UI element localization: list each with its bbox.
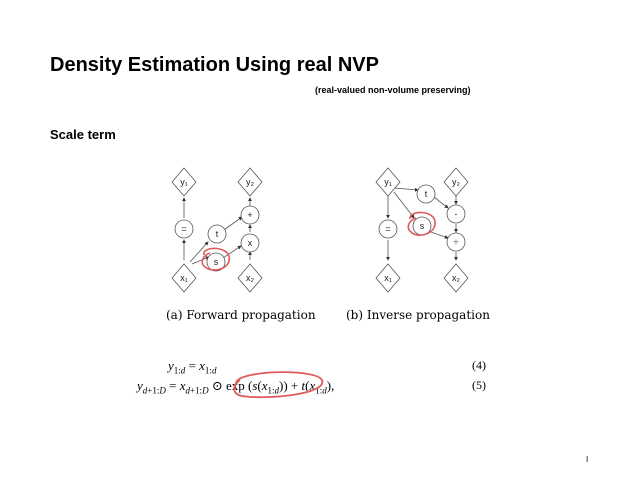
forward-label-s: s [214,257,219,267]
forward-graph [182,197,252,265]
forward-s-highlight [201,247,230,271]
slide-subtitle: (real-valued non-volume preserving) [315,85,471,95]
coupling-diagram: y₁ y₂ + = t x s x₁ x₂ [130,150,510,330]
inverse-label-s: s [420,221,425,231]
inverse-label-div: ÷ [454,237,459,247]
forward-label-plus: + [247,210,252,220]
inverse-node-div [446,232,466,252]
inverse-node-t [416,184,436,204]
inverse-label-x1: x₁ [384,273,392,283]
inverse-node-y2 [443,167,469,197]
equation-5-number: (5) [472,378,486,392]
inverse-node-x2 [443,263,469,293]
inverse-label-minus: - [455,209,458,219]
forward-label-x: x [248,238,253,248]
forward-node-y2 [237,167,263,197]
forward-caption: (a) Forward propagation [166,308,316,322]
inverse-label-y2: y₂ [452,177,461,187]
inverse-nodes [375,167,469,293]
forward-label-x1: x₁ [180,273,188,283]
inverse-label-eq: = [385,224,390,234]
forward-node-eq [174,219,194,239]
inverse-node-y1 [375,167,401,197]
forward-node-plus [240,205,260,225]
inverse-node-eq [378,219,398,239]
forward-node-y1 [171,167,197,197]
inverse-node-x1 [375,263,401,293]
equation-4: y1:d = x1:d [168,358,217,376]
inverse-label-y1: y₁ [384,177,392,187]
inverse-s-highlight [407,211,436,236]
inverse-label-x2: x₂ [452,273,461,283]
forward-node-x2 [237,263,263,293]
forward-nodes [171,167,263,293]
forward-label-y1: y₁ [180,177,188,187]
forward-node-x [240,233,260,253]
forward-node-t [207,224,227,244]
inverse-graph [386,187,458,261]
section-heading: Scale term [50,127,116,142]
exp-term-highlight [233,371,323,399]
forward-label-eq: = [181,224,186,234]
page-number: I [586,455,589,464]
forward-label-x2: x₂ [246,273,255,283]
coupling-diagram-svg: y₁ y₂ + = t x s x₁ x₂ [171,167,469,293]
equation-4-number: (4) [472,358,486,372]
forward-label-y2: y₂ [246,177,255,187]
slide-title: Density Estimation Using real NVP [50,54,379,76]
inverse-caption: (b) Inverse propagation [346,308,490,322]
forward-node-x1 [171,263,197,293]
equation-5: yd+1:D = xd+1:D ⊙ exp (s(x1:d)) + t(x1:d… [137,378,335,396]
inverse-node-minus [446,204,466,224]
forward-node-s [206,252,226,272]
forward-label-t: t [216,229,219,239]
inverse-label-t: t [425,189,428,199]
